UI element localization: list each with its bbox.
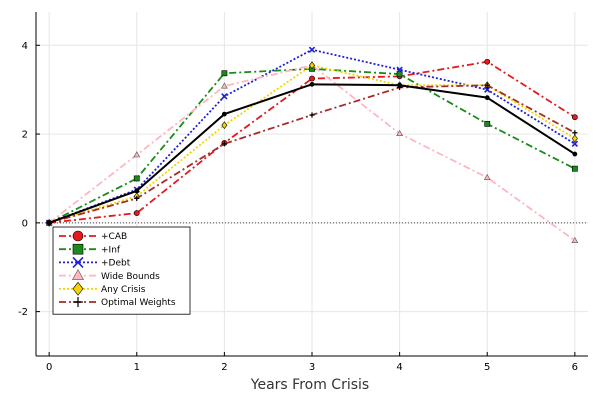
data-point — [571, 236, 579, 243]
data-point — [221, 93, 228, 100]
data-point — [484, 86, 491, 93]
legend-item: +CAB — [59, 230, 127, 242]
x-tick-label: 3 — [309, 362, 315, 373]
data-point — [571, 114, 578, 121]
data-point — [483, 173, 491, 180]
legend-box — [52, 226, 191, 315]
x-tick-label: 5 — [484, 362, 490, 373]
tick-labels: 0 1 2 3 4 5 6 -2 0 2 4 — [18, 41, 578, 373]
series-average — [46, 81, 578, 226]
legend-item: +Debt — [59, 256, 131, 269]
x-axis-title: Years From Crisis — [250, 377, 369, 393]
legend-item: +Inf — [59, 243, 121, 255]
data-point — [397, 82, 403, 88]
data-point — [221, 82, 228, 89]
y-tick-label: 4 — [22, 41, 28, 52]
y-tick-label: 2 — [22, 130, 28, 141]
data-point — [309, 81, 315, 87]
data-point — [396, 66, 403, 73]
data-point — [396, 71, 403, 78]
data-point — [221, 70, 228, 77]
axes — [35, 12, 588, 357]
legend-item: Any Crisis — [59, 281, 146, 296]
legend-marker — [73, 297, 83, 307]
data-point — [572, 130, 578, 136]
legend-label: Wide Bounds — [101, 272, 160, 282]
series-optimal-weights — [46, 82, 578, 226]
data-point — [134, 188, 140, 194]
data-point — [308, 46, 316, 53]
data-point — [221, 111, 227, 117]
legend-label: Any Crisis — [101, 285, 146, 295]
x-tick-label: 4 — [396, 362, 402, 373]
data-point — [396, 129, 403, 137]
data-point — [309, 75, 315, 82]
data-point — [572, 151, 578, 157]
y-tick-label: -2 — [18, 307, 28, 318]
legend-item: Wide Bounds — [59, 268, 160, 282]
data-point — [484, 95, 490, 101]
legend-marker — [72, 230, 84, 242]
legend-marker — [72, 281, 84, 296]
x-tick-label: 2 — [221, 362, 227, 373]
x-tick-label: 0 — [46, 362, 52, 373]
data-point — [484, 82, 490, 88]
legend-label: +Debt — [101, 259, 131, 269]
series-group — [45, 46, 579, 243]
data-point — [134, 195, 140, 202]
legend-marker — [72, 256, 84, 268]
data-point — [309, 112, 315, 118]
legend-label: +CAB — [101, 232, 127, 242]
legend-marker — [72, 243, 84, 255]
data-point — [221, 141, 227, 147]
data-point — [46, 220, 52, 226]
x-tick-label: 6 — [572, 362, 578, 373]
legend-label: Optimal Weights — [101, 298, 176, 308]
data-point — [133, 210, 140, 216]
data-point — [133, 175, 140, 182]
data-point — [484, 120, 491, 127]
x-tick-label: 1 — [134, 362, 140, 373]
legend-item: Optimal Weights — [59, 297, 176, 308]
legend-marker — [71, 268, 85, 280]
data-point — [133, 151, 141, 158]
legend: +CAB +Inf +Debt Wide Bounds Any Crisis Optima… — [52, 226, 191, 315]
data-point — [309, 61, 315, 70]
data-point — [484, 58, 491, 65]
data-point — [571, 134, 578, 143]
y-tick-label: 0 — [22, 218, 28, 229]
legend-label: +Inf — [101, 245, 121, 255]
data-point — [571, 140, 579, 147]
data-point — [221, 121, 228, 130]
data-point — [571, 165, 578, 172]
